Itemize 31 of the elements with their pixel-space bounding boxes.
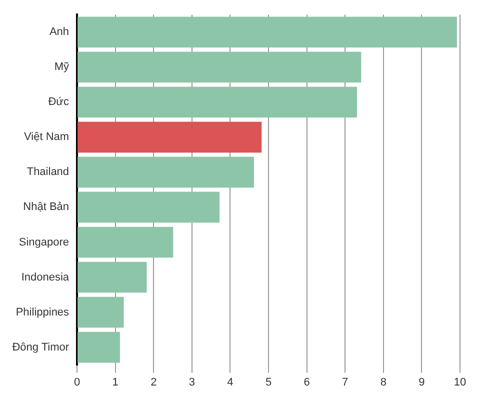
y-tick-label: Thailand <box>26 166 70 178</box>
bar <box>78 296 124 328</box>
y-tick-label: Đức <box>48 96 70 108</box>
bar <box>78 332 120 363</box>
x-tick-label: 1 <box>112 376 118 388</box>
y-tick-label: Singapore <box>18 236 70 248</box>
y-tick-label: Philippines <box>16 306 70 318</box>
x-tick-label: 9 <box>418 376 425 388</box>
bar <box>78 52 362 83</box>
y-tick-label: Nhật Bản <box>23 201 70 214</box>
x-tick-label: 5 <box>265 376 272 388</box>
x-tick-label: 2 <box>150 376 157 388</box>
bar <box>78 262 147 293</box>
x-tick-label: 4 <box>227 376 234 388</box>
x-tick-label: 8 <box>380 376 386 388</box>
y-tick-label: Đông Timor <box>12 341 70 354</box>
x-tick-label: 7 <box>342 376 348 388</box>
y-tick-label: Mỹ <box>54 61 70 74</box>
y-tick-label: Anh <box>49 26 70 38</box>
bar <box>78 192 220 223</box>
x-tick-label: 6 <box>304 376 310 388</box>
bar <box>78 16 457 48</box>
bar <box>78 226 174 258</box>
bar <box>78 156 254 188</box>
x-tick-label: 0 <box>74 376 80 388</box>
bar <box>78 122 262 153</box>
y-tick-label: Indonesia <box>21 271 70 284</box>
x-tick-label: 3 <box>188 376 195 388</box>
y-tick-label: Việt Nam <box>24 131 70 144</box>
x-tick-label: 10 <box>454 376 466 388</box>
bar <box>78 86 357 118</box>
